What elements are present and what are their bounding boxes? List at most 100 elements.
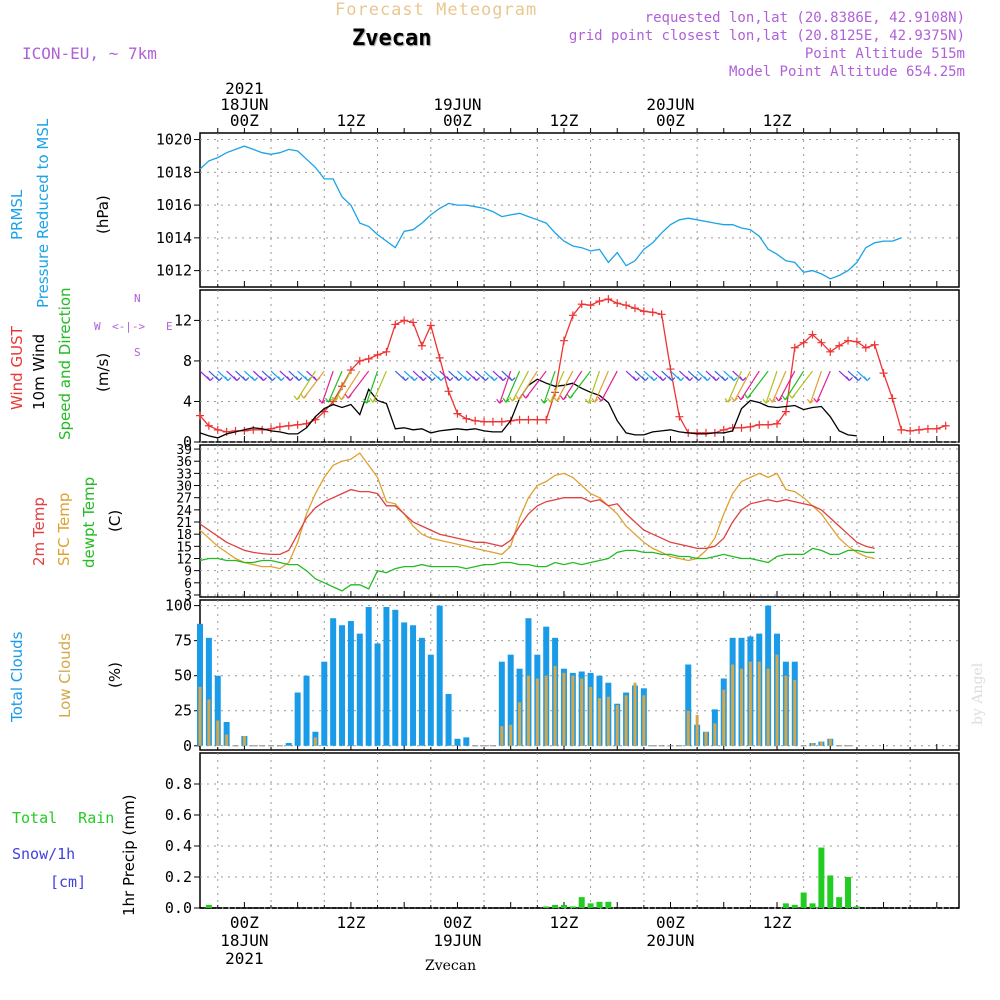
temp-2m-line bbox=[199, 488, 875, 556]
gust-marker bbox=[844, 336, 853, 345]
wind-arrow bbox=[347, 370, 370, 399]
wind-arrowhead bbox=[659, 376, 667, 382]
wind-arrow bbox=[816, 370, 831, 403]
low-cloud-bar bbox=[819, 741, 823, 746]
wind-arrowhead bbox=[233, 376, 241, 382]
gust-marker bbox=[622, 301, 631, 310]
gust-marker bbox=[852, 337, 861, 346]
rain-bar bbox=[560, 904, 567, 908]
wind-arrowhead bbox=[739, 376, 747, 382]
gust-marker bbox=[284, 421, 293, 430]
bottom-axis-label: 20JUN bbox=[646, 931, 694, 950]
wind-arrow bbox=[765, 370, 778, 404]
rain-bar bbox=[543, 906, 550, 908]
bottom-axis-label: 18JUN bbox=[220, 931, 268, 950]
gust-marker bbox=[542, 415, 551, 424]
low-cloud-bar bbox=[624, 695, 628, 746]
low-cloud-bar bbox=[509, 724, 513, 746]
rain-bar bbox=[587, 903, 594, 908]
wind-arrowhead bbox=[632, 376, 640, 382]
low-cloud-bar bbox=[518, 702, 522, 746]
wind-arrowhead bbox=[566, 393, 574, 399]
total-cloud-bar bbox=[339, 625, 346, 746]
top-axis-label: 12Z bbox=[336, 111, 365, 130]
temp-ytick-label: 33 bbox=[176, 467, 192, 482]
total-cloud-bar bbox=[214, 675, 221, 746]
wind-arrowhead bbox=[806, 398, 814, 404]
gust-marker bbox=[755, 420, 764, 429]
gust-marker bbox=[346, 366, 355, 375]
gust-marker bbox=[817, 338, 826, 347]
gust-marker bbox=[524, 415, 533, 424]
wind-arrow bbox=[549, 370, 565, 403]
temp-ytick-label: 27 bbox=[176, 492, 192, 507]
wind-arrowhead bbox=[277, 376, 285, 382]
rain-bar bbox=[205, 904, 212, 908]
wind-arrowhead bbox=[546, 397, 554, 403]
gust-marker bbox=[417, 341, 426, 350]
gust-marker bbox=[639, 307, 648, 316]
wind-speed-line bbox=[199, 378, 857, 439]
wind-arrowhead bbox=[242, 376, 250, 382]
gust-marker bbox=[693, 428, 702, 437]
wind-ytick-label: 4 bbox=[183, 392, 192, 410]
gust-marker bbox=[453, 409, 462, 418]
wind-arrow bbox=[365, 370, 379, 404]
low-cloud-bar bbox=[748, 661, 752, 746]
total-cloud-bar bbox=[383, 607, 390, 746]
gust-marker bbox=[835, 341, 844, 350]
total-cloud-bar bbox=[427, 654, 434, 746]
wind-arrow bbox=[511, 370, 529, 402]
bottom-axis-label: 12Z bbox=[550, 913, 579, 932]
gust-marker bbox=[444, 387, 453, 396]
low-cloud-bar bbox=[597, 698, 601, 746]
pressure-ytick-label: 1012 bbox=[156, 262, 192, 280]
low-cloud-bar bbox=[811, 742, 815, 746]
wind-arrow bbox=[562, 370, 583, 401]
gust-marker bbox=[826, 347, 835, 356]
total-cloud-bar bbox=[197, 623, 203, 746]
pressure-ytick-label: 1016 bbox=[156, 196, 192, 214]
wind-arrow bbox=[747, 370, 769, 399]
low-cloud-bar bbox=[580, 678, 584, 746]
bottom-axis-label: 2021 bbox=[225, 949, 264, 968]
low-cloud-bar bbox=[633, 682, 637, 746]
low-cloud-bar bbox=[793, 679, 797, 746]
bottom-axis-label: 00Z bbox=[443, 913, 472, 932]
wind-arrow bbox=[600, 370, 618, 402]
low-cloud-bar bbox=[207, 699, 211, 746]
wind-arrowhead bbox=[268, 376, 276, 382]
wind-arrow bbox=[771, 370, 787, 403]
gust-marker bbox=[364, 354, 373, 363]
total-cloud-bar bbox=[205, 637, 212, 746]
compass-w: W bbox=[94, 320, 101, 333]
clouds-ytick-label: 25 bbox=[174, 702, 192, 720]
total-cloud-bar bbox=[374, 643, 381, 746]
wind-arrow bbox=[334, 370, 352, 402]
rain-bar bbox=[552, 904, 559, 908]
wind-arrowhead bbox=[410, 376, 418, 382]
temp-ytick-label: 36 bbox=[176, 455, 192, 470]
gust-marker bbox=[275, 422, 284, 431]
wind-arrowhead bbox=[344, 393, 352, 399]
wind-arrow bbox=[327, 370, 343, 403]
top-axis-label: 18JUN bbox=[220, 95, 268, 114]
total-cloud-bar bbox=[507, 654, 514, 746]
low-cloud-bar bbox=[828, 738, 832, 746]
low-cloud-bar bbox=[544, 675, 548, 746]
wind-arrow bbox=[296, 370, 316, 401]
temp-ytick-label: 18 bbox=[176, 528, 192, 543]
total-cloud-bar bbox=[294, 692, 301, 746]
wind-arrowhead bbox=[762, 398, 770, 404]
low-cloud-bar bbox=[757, 661, 761, 746]
gust-marker bbox=[737, 423, 746, 432]
pressure-ytick-label: 1018 bbox=[156, 163, 192, 181]
snow-label: Snow/1h bbox=[12, 845, 76, 863]
gust-marker bbox=[559, 336, 568, 345]
requested-coords: requested lon,lat (20.8386E, 42.9108N) bbox=[644, 10, 965, 26]
gust-marker bbox=[293, 420, 302, 429]
rain-bar bbox=[836, 897, 843, 908]
gust-marker bbox=[879, 369, 888, 378]
wind-ytick-label: 0 bbox=[183, 433, 192, 451]
wind-arrowhead bbox=[437, 376, 445, 382]
